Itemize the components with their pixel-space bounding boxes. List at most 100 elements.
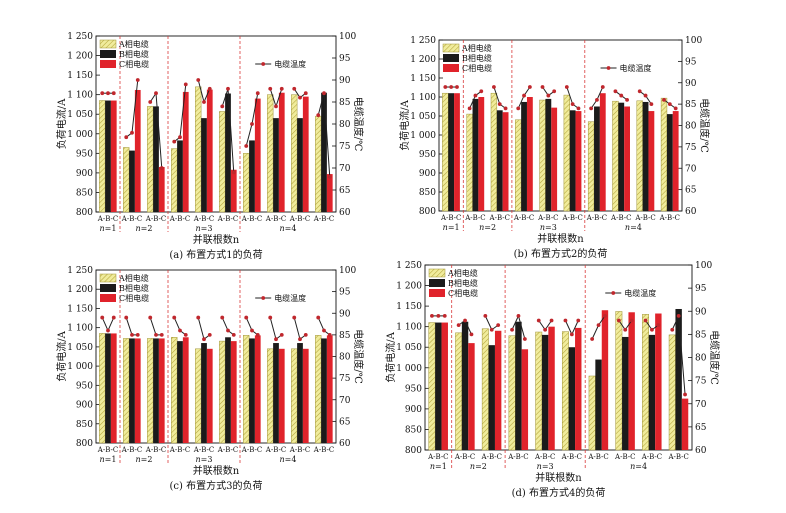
legend-label-b: B相电缆 [119,283,149,293]
temp-marker [303,91,308,96]
legend-label-a: A相电缆 [118,273,149,283]
temp-marker [619,93,624,98]
y-tick-label: 1 050 [410,112,436,122]
legend-label-temp: 电缆温度 [624,288,656,298]
n-symbol: n [479,223,484,232]
y-tick-label: 1 250 [67,266,93,276]
n-value: =1 [105,455,117,464]
temp-marker [244,315,249,320]
n-value: =1 [448,223,460,232]
temp-marker [316,315,321,320]
temp-marker [183,82,188,87]
y-tick-label: 850 [419,188,436,198]
category-label: A-B-C [313,446,334,454]
y-tick-label: 900 [76,169,93,179]
legend-swatch-c [443,64,459,72]
temp-marker [643,318,648,323]
panel-caption: (d) 布置方式4的负荷 [512,486,606,499]
temp-marker [656,323,661,328]
bar-B-n3-3 [225,93,231,212]
temp-line [197,317,211,341]
bar-A-n3-1 [515,119,522,212]
bar-B-n4-2 [273,118,279,212]
bar-B-n1-1 [435,322,442,450]
temp-marker [231,170,236,175]
temp-marker [250,328,254,333]
temp-marker [202,100,206,104]
n-symbol: n [196,455,201,464]
temp-marker [649,102,654,107]
temp-marker [292,86,297,91]
bar-C-n1-1 [441,322,448,450]
bar-A-n4-4 [315,115,322,213]
bar-A-n4-2 [612,100,619,212]
x-axis-title: 并联根数n [537,232,584,245]
bar-B-n3-3 [225,337,231,443]
x-axis-title: 并联根数n [193,464,240,477]
y-tick-label: 900 [76,401,93,411]
legend-swatch-b [443,54,459,62]
legend-swatch-c [429,289,445,297]
y2-tick-label: 90 [339,309,351,319]
y2-tick-label: 90 [339,76,351,86]
bar-B-n2-1 [461,321,469,450]
category-label: A-B-C [217,215,238,223]
y2-tick-label: 85 [695,330,707,340]
bar-B-n4-3 [297,343,303,443]
bar-C-n4-1 [601,310,609,450]
bar-A-n2-2 [481,328,489,451]
bar-C-n4-3 [302,348,309,443]
temp-marker [274,337,278,342]
legend-line-marker [611,291,616,295]
temp-marker [196,315,201,320]
temp-line [269,317,283,341]
bar-C-n4-1 [254,98,261,212]
bar-A-n4-3 [291,348,298,444]
bar-B-n3-3 [568,347,576,450]
temp-line [149,317,162,336]
bar-A-n1-1 [428,322,436,451]
legend-label-temp: 电缆温度 [274,293,306,303]
y-axis-title: 负荷电流/A [55,330,68,381]
bar-C-n2-2 [502,112,509,211]
y-tick-label: 950 [76,149,93,159]
temp-marker [220,104,225,109]
y-tick-label: 1 200 [67,285,93,295]
temp-marker [130,332,134,337]
temp-marker [650,327,654,332]
y-tick-label: 1 100 [67,91,93,101]
temp-marker [563,318,568,323]
n-label: n=1 [100,455,117,464]
category-label: A-B-C [97,446,118,454]
y2-tick-label: 100 [685,36,702,46]
bar-C-n4-4 [681,398,689,450]
bar-B-n1-1 [105,100,111,212]
bar-A-n4-4 [660,97,668,212]
bar-B-n2-2 [153,338,159,443]
temp-marker [589,106,594,111]
bar-B-n2-1 [129,338,135,443]
bar-A-n4-1 [243,335,250,444]
category-label: A-B-C [289,446,310,454]
temp-marker [226,86,230,91]
temp-marker [298,337,302,342]
temp-marker [226,328,230,333]
n-label: n=3 [540,223,557,232]
n-value: =2 [141,455,153,464]
y2-tick-label: 70 [339,396,351,406]
bar-B-n3-2 [201,118,207,212]
bar-C-n4-3 [302,96,309,212]
category-label: A-B-C [169,215,190,223]
legend-label-temp: 电缆温度 [274,59,306,69]
temp-marker [268,315,273,320]
temp-marker [279,332,284,337]
temp-marker [456,323,461,328]
y-tick-label: 1 100 [396,323,422,333]
temp-marker [637,89,642,94]
legend-label-b: B相电缆 [119,49,149,59]
n-value: =4 [635,462,647,471]
temp-marker [202,337,206,342]
n-symbol: n [443,223,448,232]
y2-tick-label: 95 [685,57,697,67]
chart-panel-3: 800 850 900 950 1 000 1 050 1 100 1 150 1 200 1 2… [55,266,365,492]
